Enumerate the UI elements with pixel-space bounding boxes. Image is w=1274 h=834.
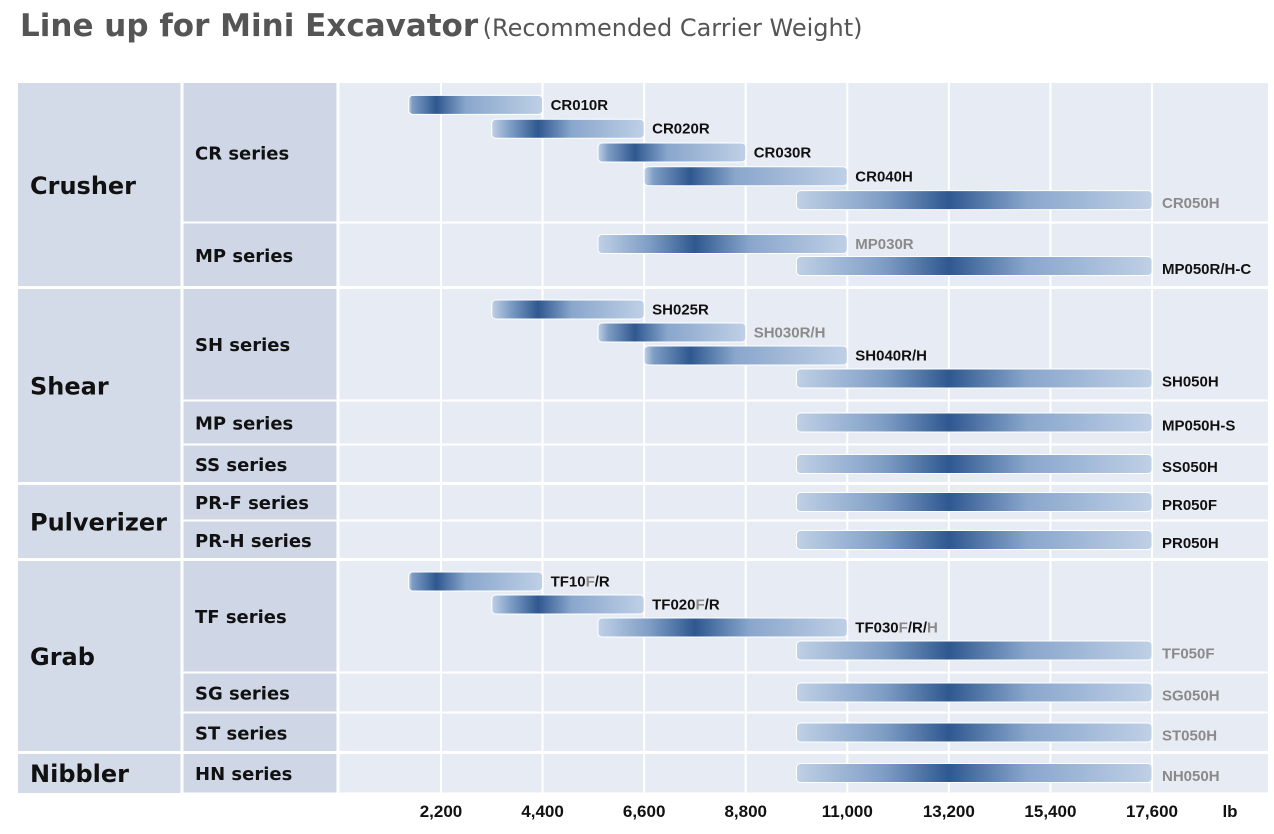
series-label: TF series (195, 607, 287, 628)
x-tick-label: 4,400 (521, 802, 564, 821)
series-label: MP series (195, 414, 293, 435)
bar-label: CR030R (754, 145, 812, 162)
chart-title-block: Line up for Mini Excavator (Recommended … (20, 8, 863, 44)
bar-label: SH050H (1162, 374, 1219, 391)
range-bar (796, 454, 1153, 474)
chart-subtitle: (Recommended Carrier Weight) (482, 14, 863, 42)
x-tick-label: 6,600 (623, 802, 666, 821)
range-bar (796, 763, 1153, 783)
range-bar (408, 94, 544, 115)
x-unit-label: lb (1222, 802, 1237, 821)
range-bar (643, 166, 848, 187)
bar-label: CR010R (551, 97, 609, 114)
bar-label: MP050R/H-C (1162, 261, 1251, 278)
x-tick-label: 11,000 (822, 802, 873, 821)
bar-label: SG050H (1162, 688, 1220, 705)
series-label: CR series (195, 144, 289, 165)
bar-label: PR050F (1162, 497, 1217, 514)
category-label: Grab (30, 643, 95, 671)
range-bar (796, 722, 1153, 743)
x-tick-label: 13,200 (923, 802, 975, 821)
range-bar (796, 530, 1153, 550)
bar-label: SH025R (652, 302, 709, 319)
range-bar (408, 571, 544, 592)
bar-label: CR050H (1162, 195, 1220, 212)
series-label: HN series (195, 764, 292, 785)
x-tick-label: 17,600 (1126, 802, 1178, 821)
series-label: SH series (195, 335, 290, 356)
bar-label: TF050F (1162, 646, 1215, 663)
range-bar (491, 299, 645, 320)
series-label: SG series (195, 684, 290, 705)
x-tick-label: 8,800 (724, 802, 767, 821)
category-label: Crusher (30, 172, 136, 200)
series-column-bg (182, 83, 338, 793)
range-bar (796, 256, 1153, 276)
range-bar (643, 345, 848, 366)
range-bar (796, 190, 1153, 211)
range-bar (796, 492, 1153, 512)
bar-label: SH040R/H (855, 348, 927, 365)
range-bar (796, 412, 1153, 433)
series-label: MP series (195, 246, 293, 267)
bar-label: CR020R (652, 121, 710, 138)
x-tick-label: 15,400 (1024, 802, 1076, 821)
bar-label: TF030F/R/H (855, 620, 938, 637)
category-label: Pulverizer (30, 509, 167, 537)
x-tick-label: 2,200 (420, 802, 463, 821)
series-label: PR-H series (195, 531, 312, 552)
category-label: Shear (30, 373, 109, 401)
category-column-bg (18, 83, 182, 793)
bar-label: NH050H (1162, 768, 1220, 785)
range-bar (597, 142, 747, 163)
bar-label: TF020F/R (652, 597, 720, 614)
range-bar (491, 594, 645, 615)
series-label: PR-F series (195, 493, 309, 514)
range-bar (597, 234, 848, 254)
bar-label: MP050H-S (1162, 418, 1235, 435)
bar-label: MP030R (855, 236, 914, 253)
range-bar (796, 368, 1153, 389)
range-bar (597, 617, 848, 638)
bar-label: PR050H (1162, 535, 1219, 552)
range-bar (796, 640, 1153, 661)
range-bar (796, 682, 1153, 703)
series-label: ST series (195, 724, 287, 745)
bar-label: ST050H (1162, 728, 1217, 745)
chart-title: Line up for Mini Excavator (20, 8, 479, 44)
series-label: SS series (195, 455, 287, 476)
category-label: Nibbler (30, 760, 129, 788)
range-bar (491, 118, 645, 139)
bar-label: SH030R/H (754, 325, 826, 342)
bar-label: TF10F/R (551, 574, 610, 591)
range-bar (597, 322, 747, 343)
bar-label: CR040H (855, 168, 913, 185)
bar-label: SS050H (1162, 459, 1218, 476)
